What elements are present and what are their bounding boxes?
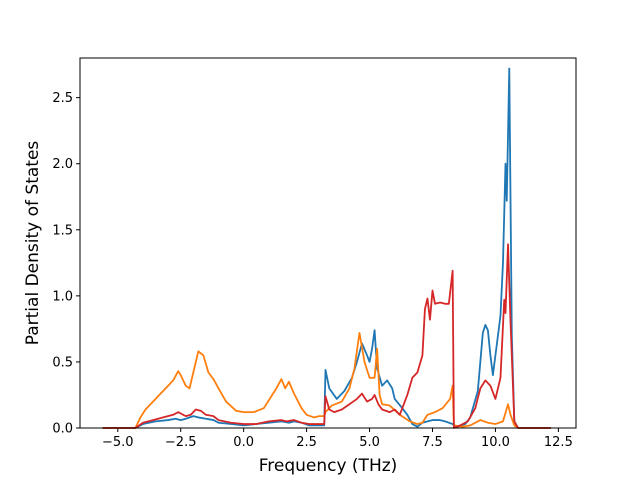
series-line-3 [102, 243, 551, 429]
series-line-1 [102, 67, 551, 429]
plot-area-frame [79, 57, 577, 429]
x-axis-ticks: −5.0 −2.5 0.0 2.5 5.0 7.5 10.0 12.5 [102, 428, 573, 450]
x-tick-label: −2.5 [165, 435, 197, 450]
x-tick-label: 0.0 [233, 435, 254, 450]
y-axis-label: Partial Density of States [23, 141, 43, 346]
y-tick-label: 0.5 [52, 355, 73, 370]
y-tick-label: 1.0 [52, 289, 73, 304]
x-axis-label: Frequency (THz) [259, 456, 398, 476]
x-tick-label: 7.5 [422, 435, 443, 450]
x-tick-label: 2.5 [296, 435, 317, 450]
y-tick-label: 0.0 [52, 422, 73, 437]
x-tick-label: 12.5 [544, 435, 573, 450]
y-tick-label: 1.5 [52, 223, 73, 238]
x-tick-label: 5.0 [359, 435, 380, 450]
y-axis-ticks: 0.0 0.5 1.0 1.5 2.0 2.5 [52, 91, 80, 437]
y-tick-label: 2.5 [52, 91, 73, 106]
y-tick-label: 2.0 [52, 157, 73, 172]
x-tick-label: 10.0 [481, 435, 510, 450]
x-tick-label: −5.0 [102, 435, 134, 450]
series-lines [102, 67, 551, 429]
